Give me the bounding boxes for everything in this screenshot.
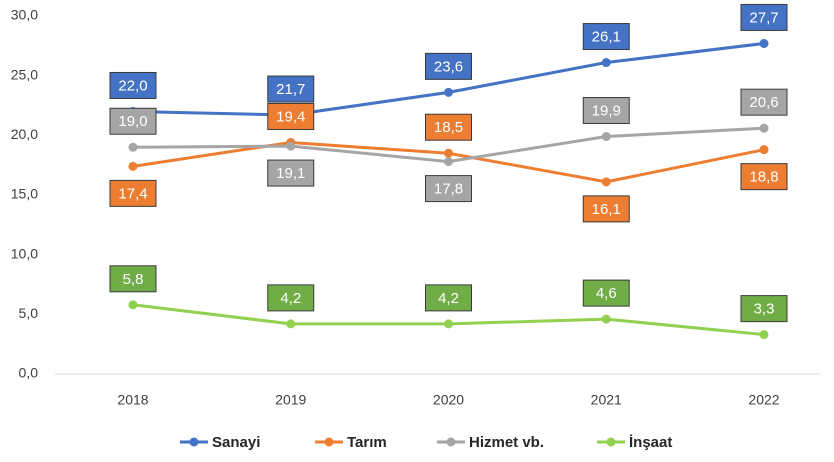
legend-dot: [446, 437, 456, 447]
value-label-box: [267, 102, 315, 130]
y-tick-label: 30,0: [11, 7, 38, 23]
value-label-box: [582, 279, 630, 307]
legend-dot: [606, 437, 616, 447]
point: [286, 319, 296, 329]
value-label: 4,6: [596, 285, 617, 302]
value-label-box: [109, 107, 157, 135]
value-label: 4,2: [280, 290, 301, 307]
value-label-box: [109, 179, 157, 207]
point: [444, 148, 453, 158]
value-label-box: [740, 163, 788, 191]
value-label-box: [425, 175, 472, 203]
x-tick-label: 2022: [748, 392, 779, 408]
value-label: 16,1: [592, 201, 621, 218]
point: [601, 132, 611, 142]
value-label: 19,1: [276, 165, 305, 182]
value-label: 27,7: [749, 9, 778, 26]
y-tick-label: 10,0: [11, 245, 38, 261]
point: [128, 300, 138, 310]
x-tick-label: 2019: [275, 392, 306, 408]
value-label: 23,6: [434, 58, 463, 75]
value-label-box: [425, 52, 472, 80]
legend-dot: [189, 437, 199, 447]
legend-label: Sanayi: [212, 434, 260, 451]
x-tick-label: 2018: [117, 392, 148, 408]
point: [444, 87, 453, 97]
legend-label: Hizmet vb.: [469, 434, 544, 451]
value-label: 17,8: [434, 181, 463, 198]
point: [444, 157, 453, 167]
value-label: 3,3: [754, 301, 775, 318]
value-label-box: [582, 23, 630, 51]
value-label: 19,0: [118, 113, 147, 130]
value-label-box: [267, 284, 315, 312]
point: [601, 177, 611, 187]
value-label: 17,4: [118, 185, 147, 202]
point: [444, 319, 453, 329]
value-label-box: [425, 113, 472, 141]
value-label: 19,9: [592, 102, 621, 119]
y-tick-label: 5,0: [19, 305, 39, 321]
value-label: 26,1: [592, 29, 621, 46]
value-label-box: [109, 265, 157, 293]
y-tick-label: 15,0: [11, 186, 38, 202]
point: [128, 161, 138, 171]
value-label: 22,0: [118, 77, 147, 94]
value-label-box: [425, 284, 472, 312]
value-label-box: [740, 88, 788, 116]
point: [128, 142, 138, 152]
value-label-box: [109, 71, 157, 99]
value-label: 4,2: [438, 290, 459, 307]
point: [286, 141, 296, 151]
point: [759, 123, 769, 133]
y-tick-label: 20,0: [11, 126, 38, 142]
value-label: 18,5: [434, 119, 463, 136]
point: [759, 38, 769, 48]
value-label-box: [582, 195, 630, 223]
legend-dot: [324, 437, 334, 447]
point: [759, 145, 769, 155]
value-label-box: [740, 3, 788, 31]
value-label: 5,8: [123, 271, 144, 288]
value-label: 19,4: [276, 108, 305, 125]
legend-label: Tarım: [347, 434, 387, 451]
value-label-box: [582, 97, 630, 125]
value-label: 20,6: [749, 94, 778, 111]
x-tick-label: 2021: [591, 392, 622, 408]
y-tick-label: 25,0: [11, 66, 38, 82]
legend-label: İnşaat: [629, 434, 672, 451]
y-tick-label: 0,0: [19, 365, 39, 381]
value-label: 21,7: [276, 81, 305, 98]
x-tick-label: 2020: [433, 392, 464, 408]
value-label-box: [267, 75, 315, 103]
value-label: 18,8: [749, 169, 778, 186]
point: [601, 314, 611, 324]
value-label-box: [267, 159, 315, 187]
point: [759, 330, 769, 340]
value-label-box: [740, 295, 788, 323]
point: [601, 58, 611, 68]
